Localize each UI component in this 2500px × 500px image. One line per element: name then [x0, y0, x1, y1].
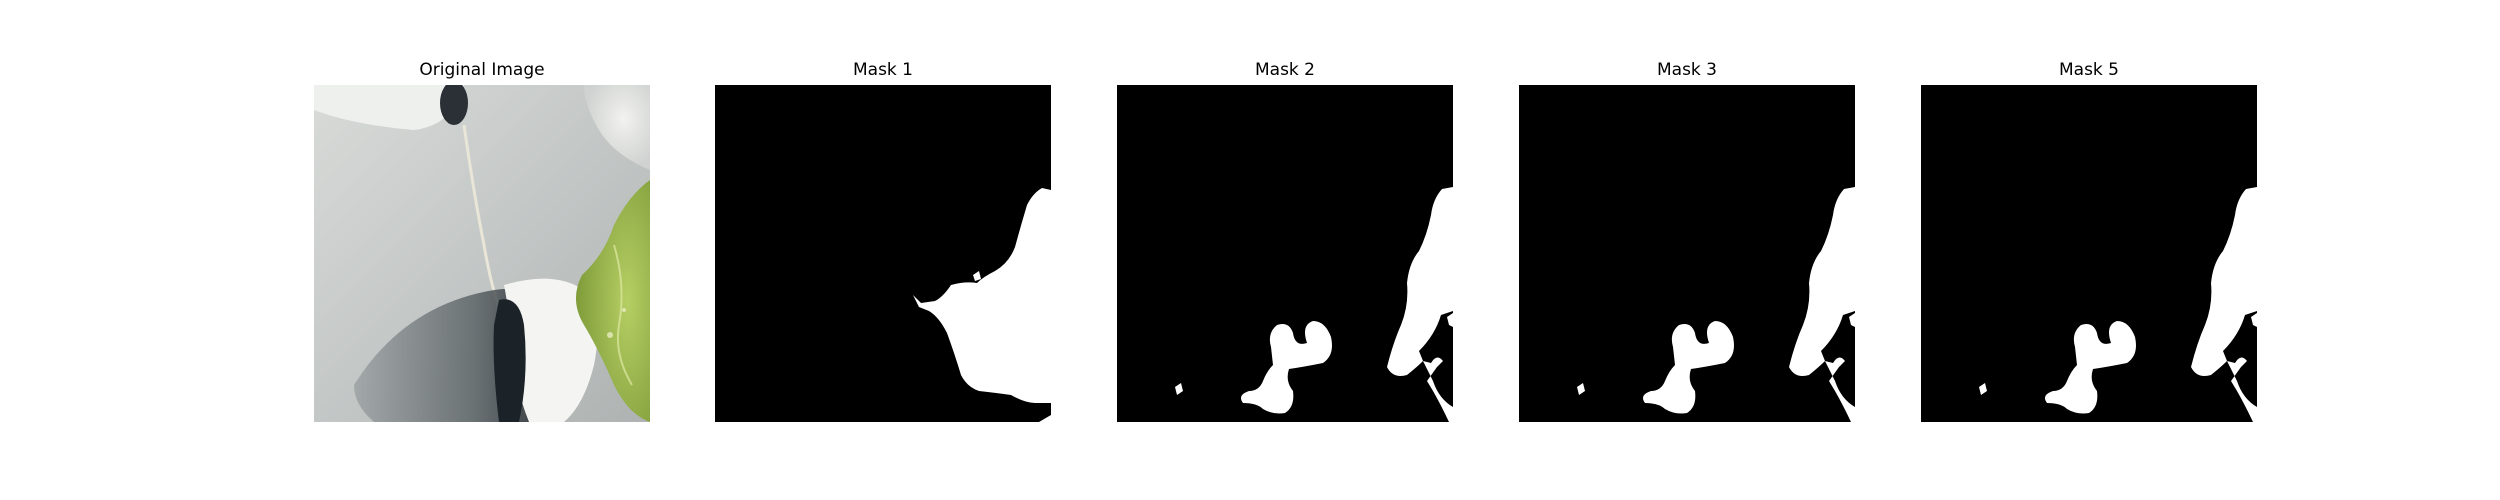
original-image	[314, 85, 650, 422]
original-image-panel: Original Image	[314, 58, 650, 424]
panel-title: Mask 3	[1656, 60, 1717, 80]
panel-title: Mask 2	[1254, 60, 1315, 80]
mask-1-image	[715, 85, 1051, 422]
panel-title: Original Image	[419, 60, 545, 80]
mask-2-image	[1117, 85, 1453, 422]
panel-title: Mask 1	[852, 60, 913, 80]
mask-1-panel: Mask 1	[715, 58, 1051, 424]
mask-3-image	[1519, 85, 1855, 422]
mask-5-panel: Mask 5	[1921, 58, 2257, 424]
panel-title: Mask 5	[2058, 60, 2119, 80]
mask-5-image	[1921, 85, 2257, 422]
mask-3-panel: Mask 3	[1519, 58, 1855, 424]
mask-2-panel: Mask 2	[1117, 58, 1453, 424]
